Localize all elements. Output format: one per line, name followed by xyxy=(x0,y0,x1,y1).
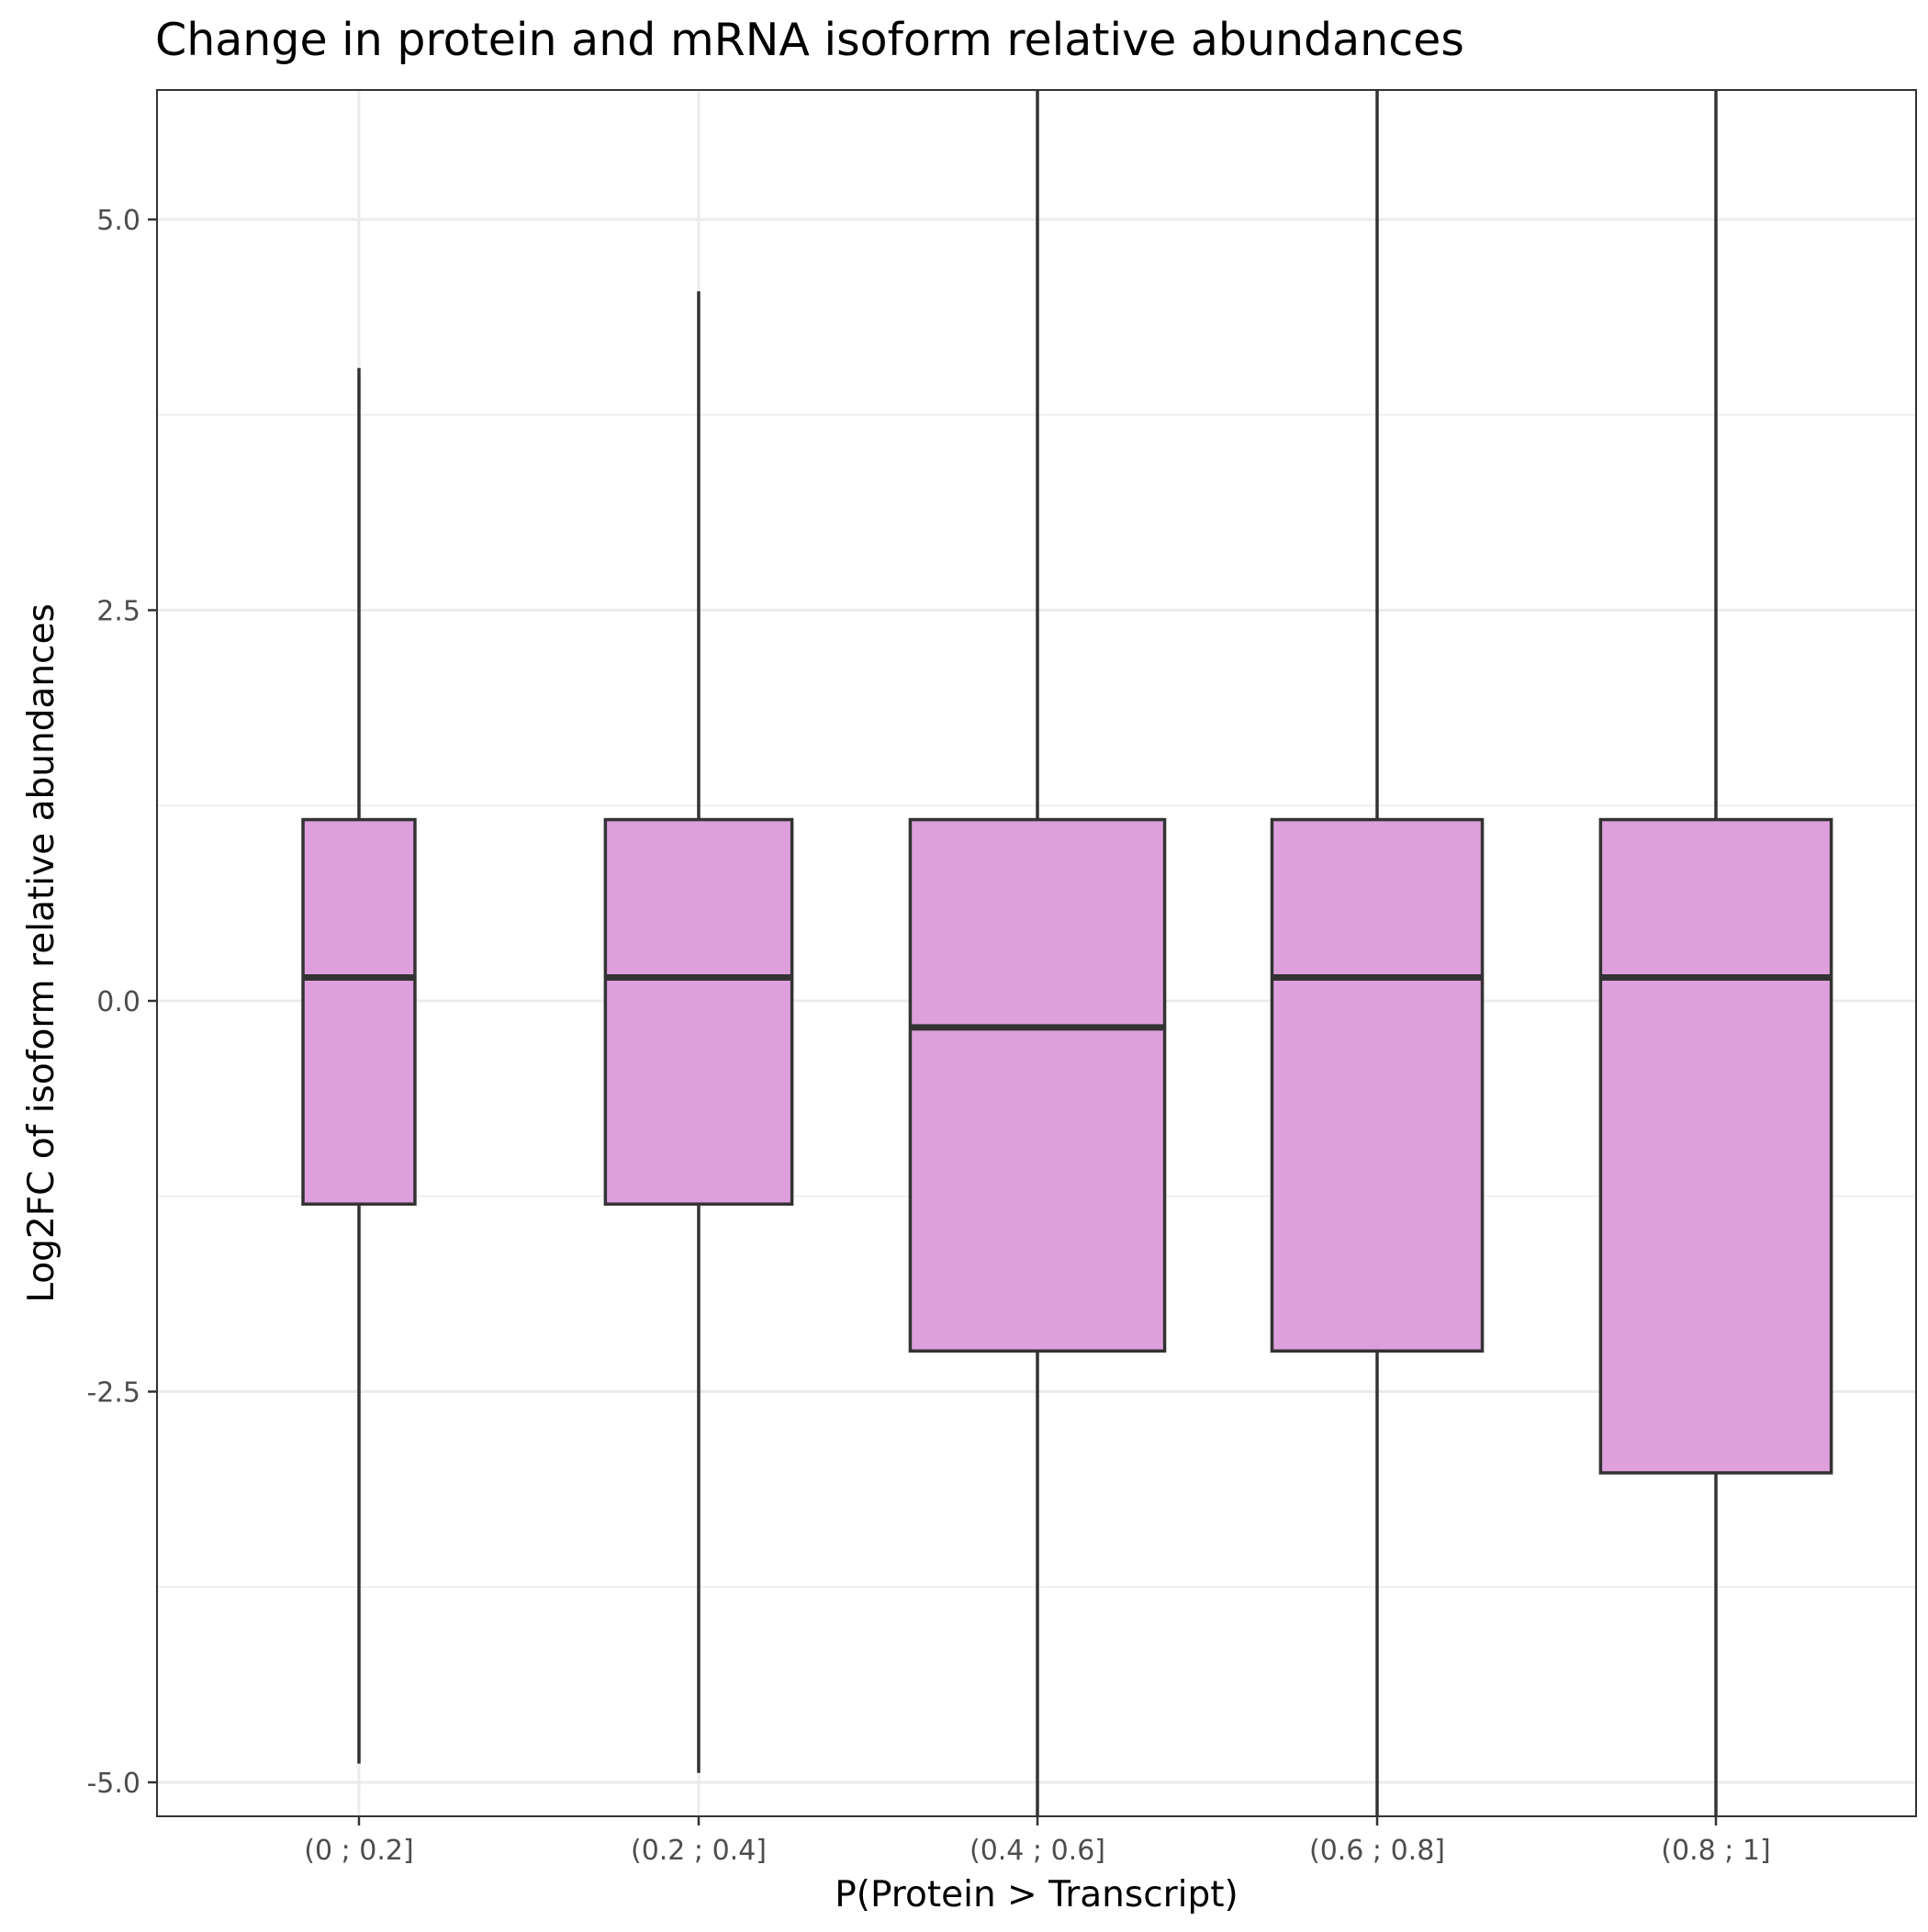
y-tick-label: 0.0 xyxy=(96,986,140,1018)
box-iqr xyxy=(908,817,1167,1353)
y-tick-label: 2.5 xyxy=(96,596,140,628)
boxes xyxy=(301,90,1833,1816)
box-iqr xyxy=(603,817,794,1207)
y-tick-label: -2.5 xyxy=(86,1377,140,1410)
axes: -5.0 -2.5 0.0 2.5 5.0 (0 ; 0.2] (0.2 ; 0.4] (0.… xyxy=(86,205,1770,1867)
box-3 xyxy=(908,90,1167,1816)
x-tick-label: (0.8 ; 1] xyxy=(1661,1835,1770,1867)
x-tick-label: (0 ; 0.2] xyxy=(304,1835,413,1867)
x-tick-label: (0.4 ; 0.6] xyxy=(970,1835,1105,1867)
x-tick-label: (0.6 ; 0.8] xyxy=(1309,1835,1445,1867)
y-axis-title: Log2FC of isoform relative abundances xyxy=(21,603,62,1303)
box-iqr xyxy=(301,817,417,1207)
box-5 xyxy=(1598,90,1833,1816)
x-axis-title: P(Protein > Transcript) xyxy=(835,1874,1239,1915)
y-tick-label: 5.0 xyxy=(96,205,140,237)
x-tick-label: (0.2 ; 0.4] xyxy=(631,1835,767,1867)
box-iqr xyxy=(1598,817,1833,1475)
box-4 xyxy=(1270,90,1485,1816)
y-tick-label: -5.0 xyxy=(86,1768,140,1800)
box-2 xyxy=(603,291,794,1773)
box-iqr xyxy=(1270,817,1485,1353)
chart-title: Change in protein and mRNA isoform relat… xyxy=(155,14,1464,66)
box-1 xyxy=(301,367,417,1764)
